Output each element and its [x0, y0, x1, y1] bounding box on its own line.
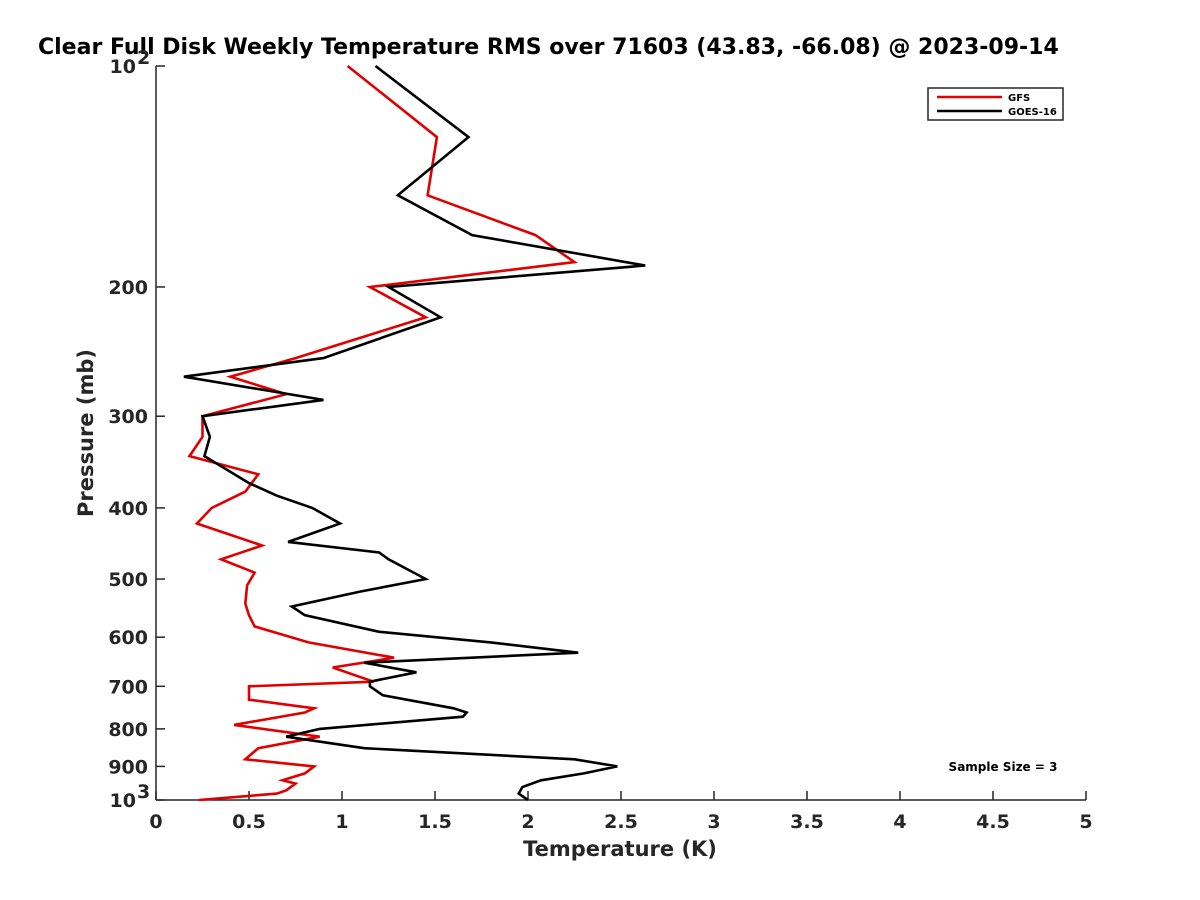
plot-area — [155, 66, 1086, 801]
x-tick-label: 0 — [149, 811, 162, 833]
x-tick-label: 3 — [707, 811, 720, 833]
legend-box — [927, 87, 1064, 121]
y-tick-exponent: 2 — [137, 47, 150, 69]
x-tick-label: 3.5 — [790, 811, 824, 833]
y-tick-label: 800 — [108, 719, 148, 741]
y-tick-exponent: 3 — [137, 781, 150, 803]
x-tick-label: 2.5 — [604, 811, 638, 833]
y-tick-label: 500 — [108, 569, 148, 591]
legend: GFS GOES-16 — [927, 87, 1064, 121]
x-axis-label: Temperature (K) — [523, 837, 717, 861]
x-tick-label: 0.5 — [232, 811, 266, 833]
chart-title: Clear Full Disk Weekly Temperature RMS o… — [38, 35, 1059, 60]
x-tick-label: 4.5 — [976, 811, 1010, 833]
y-tick-label: 10 — [110, 56, 136, 78]
sample-size-annotation: Sample Size = 3 — [949, 760, 1058, 774]
series-line-goes16 — [183, 64, 646, 802]
y-tick-label: 700 — [108, 676, 148, 698]
x-tick-label: 1 — [335, 811, 348, 833]
series-layer — [183, 64, 646, 802]
series-line-gfs — [187, 64, 579, 802]
x-tick-label: 4 — [893, 811, 906, 833]
y-tick-label: 400 — [108, 498, 148, 520]
x-tick-label: 2 — [521, 811, 534, 833]
x-tick-label: 1.5 — [418, 811, 452, 833]
y-tick-label: 10 — [110, 790, 136, 812]
x-axis: 0 0.5 1 1.5 2 2.5 3 3.5 4 4.5 5 — [149, 791, 1093, 833]
y-tick-label: 600 — [108, 627, 148, 649]
y-tick-label: 200 — [108, 277, 148, 299]
legend-label-gfs: GFS — [1008, 93, 1030, 104]
y-tick-label: 900 — [108, 756, 148, 778]
x-tick-label: 5 — [1079, 811, 1092, 833]
legend-label-goes16: GOES-16 — [1008, 107, 1057, 118]
y-axis-label: Pressure (mb) — [74, 349, 98, 517]
y-tick-label: 300 — [108, 406, 148, 428]
